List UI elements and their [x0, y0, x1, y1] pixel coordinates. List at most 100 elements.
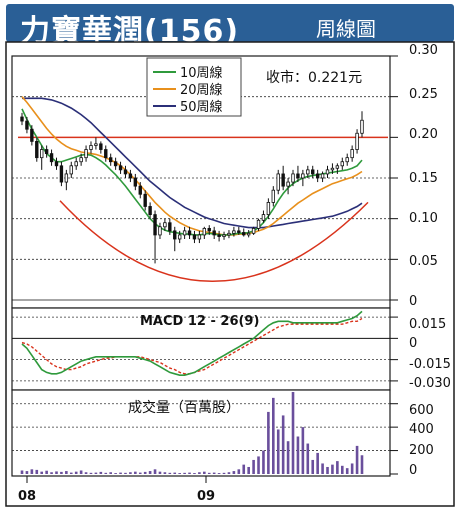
x-tick-label: 09	[197, 489, 215, 504]
volume-bar	[183, 472, 186, 474]
candle-body	[79, 157, 83, 163]
candle-body	[148, 206, 152, 215]
volume-bar	[301, 427, 305, 474]
volume-bar	[60, 471, 63, 474]
candle-body	[251, 228, 256, 234]
volume-bar	[99, 471, 103, 474]
candle-body	[25, 120, 29, 130]
volume-bar	[360, 455, 364, 474]
volume-bar	[222, 472, 226, 474]
volume-bar	[30, 469, 34, 474]
volume-bar	[40, 471, 44, 474]
candle-body	[118, 165, 123, 171]
volume-bar	[217, 473, 221, 474]
candle-body	[232, 230, 236, 234]
volume-bar	[158, 471, 162, 474]
volume-bar	[148, 471, 152, 474]
candle-body	[94, 143, 98, 146]
candle-body	[360, 119, 364, 134]
volume-bar	[114, 473, 117, 474]
volume-bar	[207, 472, 211, 474]
volume-bar	[227, 472, 231, 474]
volume-bar	[84, 472, 88, 474]
volume-bar	[331, 464, 334, 474]
volume-bar	[55, 471, 58, 474]
macd-y-tick: -0.030	[409, 376, 451, 391]
macd-y-tick: 0.015	[409, 317, 446, 332]
volume-bar	[188, 472, 191, 474]
candle-body	[242, 232, 246, 236]
candle-body	[271, 189, 276, 203]
ma50-line	[22, 97, 363, 229]
volume-bar	[281, 415, 285, 474]
legend: 10周線 20周線 50周線	[146, 57, 242, 117]
candle-body	[153, 214, 157, 236]
volume-bar	[50, 472, 53, 474]
price-y-tick: 0.30	[409, 43, 438, 58]
volume-title: 成交量（百萬股）	[128, 399, 240, 416]
candle-body	[108, 157, 113, 163]
volume-bar	[306, 443, 310, 474]
candle-body	[227, 232, 231, 236]
macd-y-tick: 0	[409, 336, 417, 351]
candle-body	[212, 230, 216, 236]
candle-body	[296, 173, 300, 179]
candle-body	[291, 173, 295, 183]
candle-body	[256, 219, 261, 229]
candle-body	[20, 116, 24, 122]
candle-body	[335, 165, 340, 169]
x-axis: 08 09	[18, 476, 215, 504]
volume-bar	[326, 466, 329, 474]
rounding-bottom-arc	[59, 200, 369, 283]
volume-bar	[355, 445, 359, 474]
macd-y-tick: -0.015	[409, 357, 451, 372]
candle-body	[311, 169, 315, 175]
candle-body	[104, 149, 108, 159]
macd-y-ticks: 0.015 0 -0.015 -0.030	[409, 317, 451, 391]
candle-body	[138, 185, 142, 195]
volume-bar	[316, 452, 319, 474]
volume-bar	[252, 459, 255, 474]
volume-bar	[163, 472, 167, 474]
candle-body	[202, 228, 207, 236]
volume-bar	[296, 436, 300, 474]
candle-body	[163, 222, 167, 228]
volume-bar	[129, 472, 132, 474]
volume-bar	[336, 461, 339, 474]
volume-bar	[193, 473, 196, 474]
candle-body	[320, 173, 325, 179]
candle-body	[69, 165, 73, 175]
volume-bar	[89, 472, 93, 474]
volume-bar	[119, 472, 122, 474]
volume-bar	[203, 471, 206, 474]
volume-bar	[74, 471, 78, 474]
chart-title: 力寶華潤(156)	[20, 14, 240, 49]
volume-bar	[124, 472, 127, 474]
volume-bar	[79, 470, 83, 474]
candle-body	[237, 230, 241, 233]
price-y-tick: 0.10	[409, 211, 438, 226]
price-panel: 0.30 0.25 0.20 0.15 0.10 0.05 0 10周線 20周…	[11, 43, 438, 309]
candle-body	[30, 128, 34, 142]
legend-label-ma50: 50周線	[180, 99, 223, 115]
macd-signal-line	[21, 317, 363, 375]
candle-body	[143, 193, 147, 207]
candle-body	[301, 173, 305, 179]
candle-body	[128, 173, 133, 179]
volume-bar	[178, 473, 181, 474]
macd-gridlines	[12, 316, 398, 382]
volume-bar	[291, 392, 295, 474]
volume-bar	[340, 465, 344, 474]
volume-bar	[267, 411, 270, 474]
price-y-tick: 0.20	[409, 127, 438, 142]
chart-subtitle: 周線圖	[316, 17, 376, 41]
volume-y-tick: 400	[409, 422, 434, 437]
volume-frame	[11, 389, 391, 477]
volume-bars	[20, 392, 364, 474]
price-y-tick: 0.25	[409, 87, 438, 102]
candle-body	[84, 149, 88, 159]
candle-body	[266, 201, 271, 215]
candle-body	[217, 234, 221, 237]
candle-body	[207, 228, 211, 232]
candle-body	[276, 173, 280, 191]
